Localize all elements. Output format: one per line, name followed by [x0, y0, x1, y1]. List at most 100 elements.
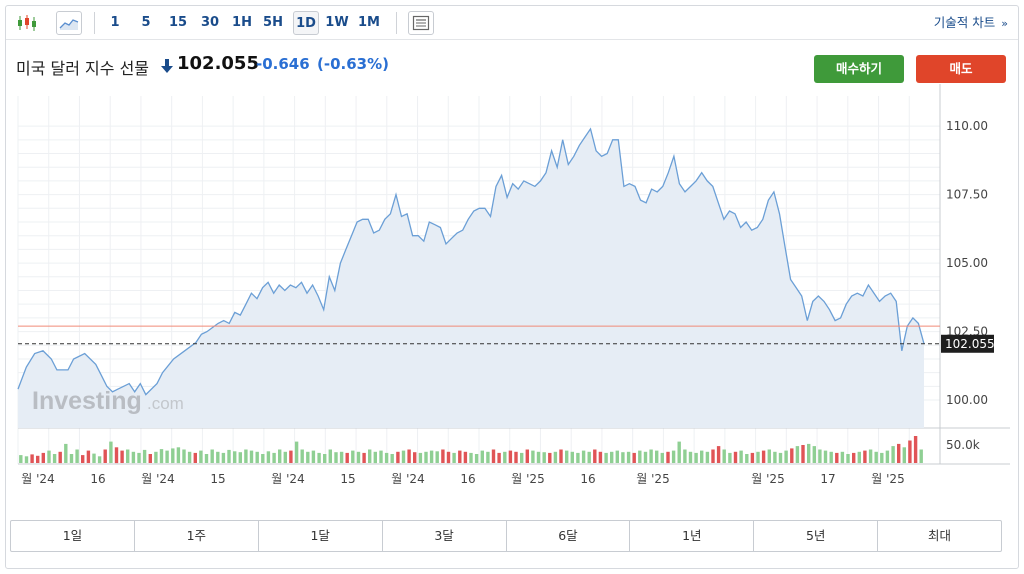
- volume-bar: [390, 454, 394, 463]
- candlestick-icon[interactable]: [14, 11, 40, 35]
- down-arrow-icon: [161, 58, 173, 74]
- volume-bar: [908, 440, 912, 463]
- volume-bar: [373, 451, 377, 464]
- volume-bar: [216, 451, 220, 464]
- volume-bar: [677, 441, 681, 463]
- volume-bar: [289, 450, 293, 463]
- range-3m[interactable]: 3달: [383, 521, 507, 551]
- y-tick-label: 105.00: [946, 256, 988, 270]
- range-5y[interactable]: 5년: [754, 521, 879, 551]
- volume-bar: [199, 450, 203, 463]
- volume-bar: [435, 451, 439, 463]
- volume-bar: [413, 452, 417, 463]
- x-tick-label: 월 '25: [751, 472, 784, 486]
- volume-bar: [728, 452, 732, 463]
- volume-bar: [621, 452, 625, 463]
- range-1y[interactable]: 1년: [630, 521, 755, 551]
- volume-bar: [458, 450, 462, 463]
- volume-bar: [801, 445, 805, 463]
- volume-bar: [604, 452, 608, 463]
- volume-bar: [41, 452, 45, 463]
- period-1m[interactable]: 1M: [358, 15, 380, 30]
- volume-bar: [424, 451, 428, 464]
- volume-bar: [429, 450, 434, 463]
- volume-bar: [649, 449, 653, 463]
- period-1h[interactable]: 1H: [232, 15, 252, 30]
- volume-bar: [553, 451, 558, 464]
- volume-bar: [565, 450, 569, 463]
- news-icon[interactable]: [408, 11, 434, 35]
- volume-bar: [846, 454, 850, 463]
- volume-bar: [491, 449, 496, 463]
- volume-bar: [266, 451, 271, 463]
- x-tick-label: 월 '24: [271, 472, 304, 486]
- volume-bar: [165, 450, 169, 463]
- volume-bar: [238, 452, 242, 463]
- range-1m[interactable]: 1달: [259, 521, 383, 551]
- technical-chart-label: 기술적 차트: [933, 15, 996, 30]
- volume-bar: [840, 451, 845, 464]
- volume-bar: [92, 453, 96, 463]
- x-tick-label: 16: [580, 472, 595, 486]
- area-chart-icon[interactable]: [56, 11, 82, 35]
- volume-bar: [700, 450, 704, 463]
- volume-bar: [86, 450, 91, 463]
- price-chart[interactable]: Investing .com 110.00107.50105.00102.501…: [0, 0, 1024, 520]
- volume-bar: [52, 454, 57, 463]
- volume-bar: [401, 450, 406, 463]
- volume-bar: [683, 449, 687, 463]
- x-axis: 월 '24 16 월 '24 15 월 '24 15 월 '24 16 월 '25 16 월 '25…: [21, 472, 904, 486]
- volume-bar: [30, 454, 34, 463]
- range-6m[interactable]: 6달: [507, 521, 631, 551]
- period-5h[interactable]: 5H: [263, 15, 283, 30]
- volume-bar: [24, 456, 29, 464]
- volume-bar: [913, 436, 918, 463]
- period-1[interactable]: 1: [110, 15, 120, 30]
- volume-bar: [148, 454, 152, 463]
- period-1d[interactable]: 1D: [293, 11, 319, 35]
- technical-chart-link[interactable]: 기술적 차트 »: [934, 11, 1008, 35]
- range-1d[interactable]: 1일: [11, 521, 135, 551]
- price-line: [17, 127, 925, 396]
- range-1w[interactable]: 1주: [135, 521, 259, 551]
- volume-bar: [249, 450, 254, 463]
- volume-bar: [857, 451, 861, 464]
- volume-bar: [559, 449, 563, 463]
- period-5[interactable]: 5: [141, 15, 151, 30]
- volume-bar: [362, 452, 366, 463]
- volume-bar: [525, 449, 529, 463]
- volume-bar: [474, 454, 479, 463]
- volume-bar: [159, 449, 164, 464]
- volume-bar: [126, 449, 130, 463]
- volume-bar: [638, 450, 642, 463]
- volume-bar: [109, 441, 113, 463]
- volume-bar: [711, 449, 715, 463]
- x-tick-label: 월 '24: [141, 472, 174, 486]
- volume-bar: [598, 451, 603, 464]
- period-15[interactable]: 15: [168, 15, 188, 30]
- volume-bar: [587, 451, 591, 464]
- watermark-suffix: .com: [147, 394, 184, 413]
- volume-bar: [593, 449, 597, 463]
- period-1w[interactable]: 1W: [325, 15, 349, 30]
- volume-bar: [81, 455, 85, 463]
- volume-bar: [131, 451, 136, 464]
- volume-bar: [581, 450, 586, 463]
- volume-bar: [210, 449, 214, 463]
- period-30[interactable]: 30: [200, 15, 220, 30]
- volume-bar: [756, 451, 760, 464]
- volume-bar: [852, 452, 856, 463]
- volume-bar: [384, 452, 389, 463]
- volume-axis-label: 50.0k: [946, 438, 980, 452]
- volume-bar: [733, 451, 738, 464]
- range-max[interactable]: 최대: [928, 528, 952, 543]
- buy-button[interactable]: 매수하기: [814, 55, 904, 83]
- volume-bar: [97, 456, 102, 464]
- volume-bar: [739, 450, 743, 463]
- volume-bar: [36, 455, 40, 463]
- x-tick-label: 16: [460, 472, 475, 486]
- volume-bar: [520, 452, 524, 463]
- sell-button[interactable]: 매도: [916, 55, 1006, 83]
- volume-bar: [891, 446, 895, 463]
